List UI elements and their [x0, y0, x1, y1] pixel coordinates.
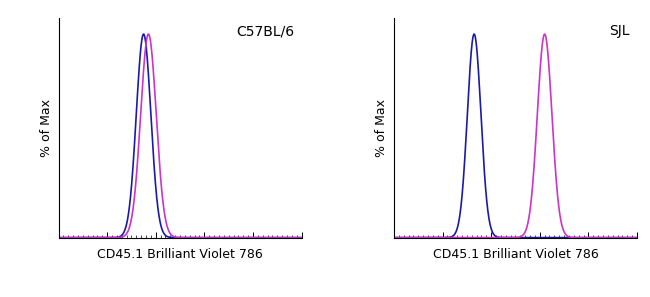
Text: SJL: SJL: [609, 24, 630, 38]
Text: C57BL/6: C57BL/6: [236, 24, 294, 38]
Y-axis label: % of Max: % of Max: [376, 99, 389, 157]
X-axis label: CD45.1 Brilliant Violet 786: CD45.1 Brilliant Violet 786: [97, 248, 263, 261]
X-axis label: CD45.1 Brilliant Violet 786: CD45.1 Brilliant Violet 786: [433, 248, 599, 261]
Y-axis label: % of Max: % of Max: [40, 99, 53, 157]
